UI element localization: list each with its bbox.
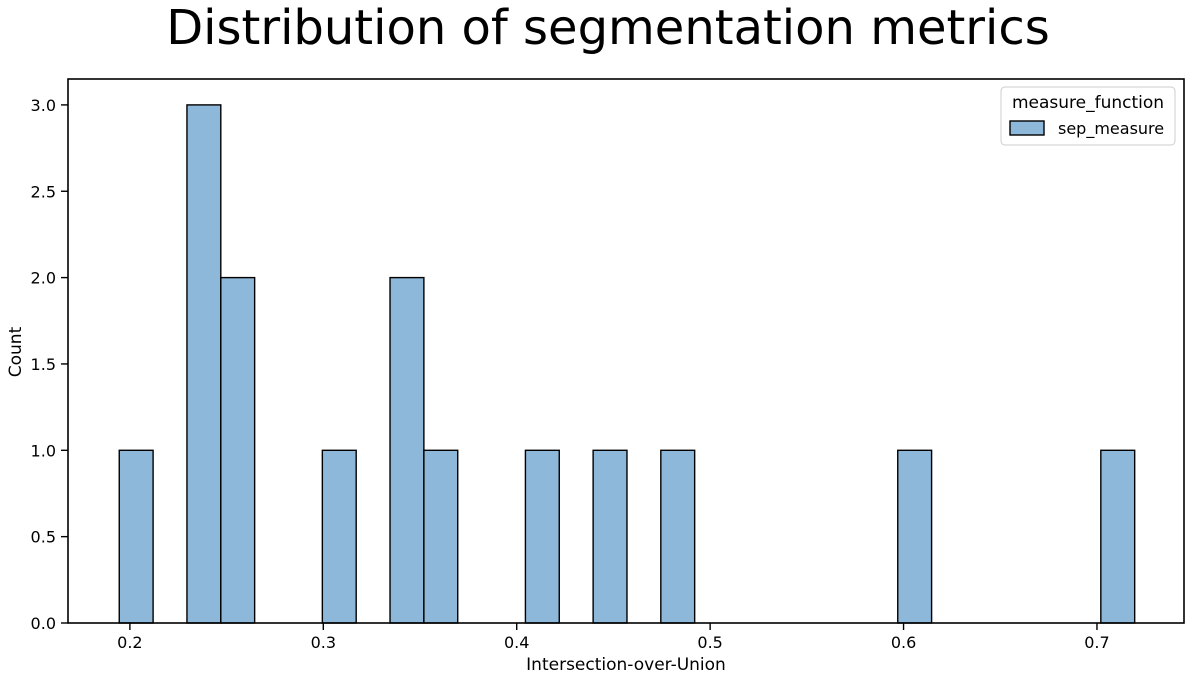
x-tick-label-1: 0.3 [311, 633, 336, 652]
y-tick-label-6: 3.0 [31, 96, 56, 115]
legend-title: measure_function [1012, 93, 1164, 113]
x-axis-ticks: 0.2 0.3 0.4 0.5 0.6 0.7 [117, 623, 1110, 652]
bars-group [118, 104, 1136, 624]
histogram-bar-7 [592, 449, 628, 624]
plot-frame [67, 78, 1185, 624]
histogram-bar-1 [186, 104, 222, 624]
histogram-bar-9 [897, 449, 933, 624]
histogram-bar-5 [423, 449, 459, 624]
histogram-bar-6 [524, 449, 560, 624]
legend-swatch-sep-measure [1009, 120, 1045, 136]
y-axis-ticks: 0.0 0.5 1.0 1.5 2.0 2.5 3.0 [31, 96, 68, 633]
x-axis-label: Intersection-over-Union [526, 655, 726, 675]
x-tick-label-3: 0.5 [697, 633, 722, 652]
legend-label-sep-measure: sep_measure [1058, 119, 1164, 139]
x-tick-label-0: 0.2 [117, 633, 142, 652]
histogram-bar-2 [220, 276, 256, 624]
histogram-bar-0 [118, 449, 154, 624]
y-axis-label: Count [6, 326, 26, 377]
x-tick-label-4: 0.6 [891, 633, 916, 652]
y-tick-label-0: 0.0 [31, 614, 56, 633]
y-tick-label-2: 1.0 [31, 441, 56, 460]
histogram-bar-10 [1100, 449, 1136, 624]
chart-title: Distribution of segmentation metrics [166, 0, 1050, 56]
histogram-bar-4 [389, 276, 425, 624]
histogram-bar-3 [321, 449, 357, 624]
histogram-bar-8 [660, 449, 696, 624]
x-tick-label-2: 0.4 [504, 633, 529, 652]
legend: measure_function sep_measure [1000, 86, 1176, 146]
y-tick-label-5: 2.5 [31, 182, 56, 201]
x-tick-label-5: 0.7 [1084, 633, 1109, 652]
y-tick-label-1: 0.5 [31, 528, 56, 547]
y-tick-label-3: 1.5 [31, 355, 56, 374]
y-tick-label-4: 2.0 [31, 269, 56, 288]
